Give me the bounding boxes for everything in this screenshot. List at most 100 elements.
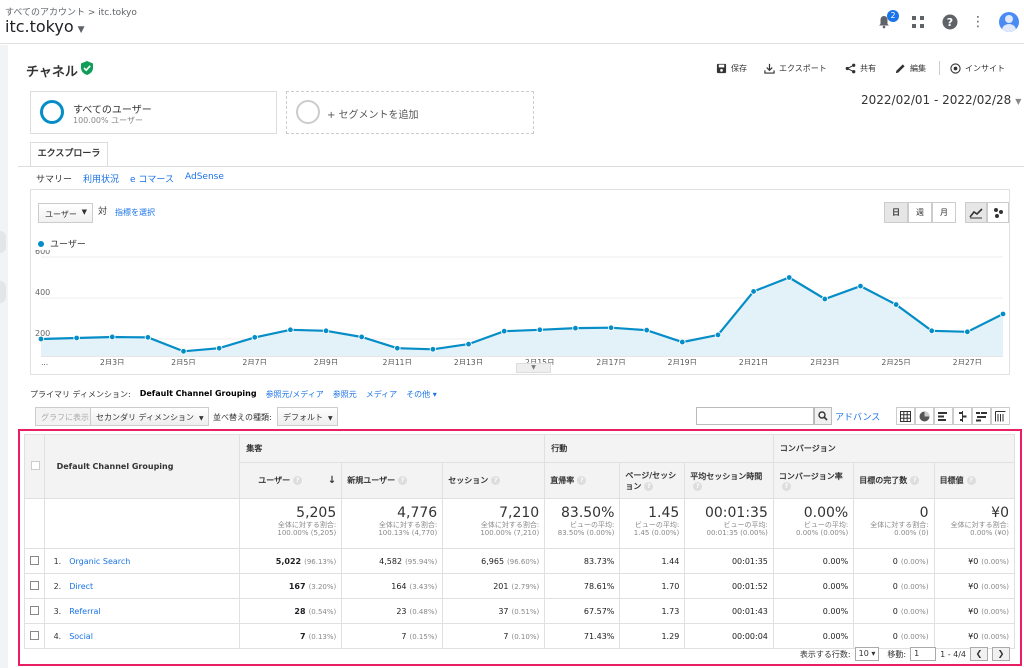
prev-page-button[interactable]: ❮ [970,647,988,661]
data-point[interactable] [144,334,152,341]
rows-per-page-select[interactable]: 10 ▾ [854,647,880,661]
export-button[interactable]: エクスポート [764,63,827,74]
data-point[interactable] [215,345,223,352]
data-point[interactable] [358,333,365,341]
view-performance-button[interactable] [934,407,953,425]
row-checkbox[interactable] [29,555,39,565]
channel-link[interactable]: Direct [69,581,94,591]
edit-button[interactable]: 編集 [895,63,926,74]
dimension-other[interactable]: その他 ▾ [406,390,437,399]
select-all-checkbox[interactable] [31,461,40,470]
dimension-source[interactable]: 参照元 [332,390,357,399]
avatar[interactable] [999,12,1019,32]
granularity-day-button[interactable]: 日 [884,202,908,223]
next-page-button[interactable]: ❯ [992,647,1010,661]
col-sessions-label: セッション [448,476,489,485]
tab-explorer[interactable]: エクスプローラ [30,142,108,166]
data-point[interactable] [429,346,437,353]
data-point[interactable] [786,274,793,281]
col-users-label: ユーザー [258,476,291,485]
data-point[interactable] [73,334,80,342]
row-checkbox[interactable] [29,580,39,590]
breadcrumb[interactable]: すべてのアカウント > itc.tokyo [5,8,137,18]
help-icon[interactable]: ? [940,12,960,32]
data-point[interactable] [892,301,900,308]
data-point[interactable] [821,295,829,303]
channel-link[interactable]: Referral [69,606,101,616]
goto-input[interactable]: 1 [910,647,937,661]
data-point[interactable] [180,348,187,355]
subtab-ecommerce[interactable]: e コマース [130,175,174,185]
plot-rows-button[interactable]: グラフに表示 [35,407,95,426]
apps-grid-icon[interactable] [908,12,928,32]
cell-goal-value: ¥0 (0.00%) [933,548,1016,574]
dimension-header[interactable]: Default Channel Grouping [43,434,241,499]
dimension-medium[interactable]: メディア [365,390,398,399]
row-checkbox[interactable] [29,630,39,640]
subtab-usage[interactable]: 利用状況 [83,175,120,185]
row-checkbox[interactable] [29,605,39,615]
motion-chart-button[interactable] [987,202,1009,223]
granularity-week-button[interactable]: 週 [908,202,932,223]
col-conversion-rate[interactable]: コンバージョン率? [772,462,855,499]
chart-resize-handle[interactable]: ▼ [516,363,551,373]
data-point[interactable] [964,328,971,336]
view-comparison-button[interactable] [953,407,972,425]
col-sessions[interactable]: セッション? [442,462,546,499]
more-vert-icon[interactable]: ⋮ [971,14,985,30]
col-avg-duration[interactable]: 平均セッション時間? [684,462,774,499]
data-point[interactable] [679,338,686,346]
data-point[interactable] [251,334,258,341]
col-new-users[interactable]: 新規ユーザー? [341,462,444,499]
col-goal-value[interactable]: 目標値? [933,462,1016,499]
col-bounce-rate[interactable]: 直帰率? [544,462,621,499]
data-point[interactable] [287,326,294,333]
segment-all-users[interactable]: すべてのユーザー 100.00% ユーザー [30,91,277,134]
data-point[interactable] [465,340,472,348]
advanced-filter-link[interactable]: アドバンス [835,413,881,423]
sort-type-select[interactable]: デフォルト ▼ [277,407,338,426]
dimension-source-medium[interactable]: 参照元/メディア [265,390,324,399]
col-goal-completions[interactable]: 目標の完了数? [853,462,935,499]
data-point[interactable] [750,288,757,295]
col-pages-per-session[interactable]: ページ/セッション? [619,462,686,499]
metric-select[interactable]: ユーザー ▼ [38,203,93,223]
table-search-input[interactable] [696,407,814,425]
view-term-cloud-button[interactable] [972,407,991,425]
channel-link[interactable]: Social [69,631,93,641]
save-icon [716,63,727,74]
data-point[interactable] [999,310,1007,318]
choose-metric-link[interactable]: 指標を選択 [115,208,155,217]
data-point[interactable] [500,328,508,335]
data-point[interactable] [572,324,579,332]
data-point[interactable] [643,326,650,334]
view-table-button[interactable] [896,407,915,425]
date-range-picker[interactable]: 2022/02/01 - 2022/02/28 ▼ [861,93,1021,107]
data-point[interactable] [322,327,330,334]
nav-handle [0,281,6,303]
search-button[interactable] [814,407,832,425]
subtab-adsense[interactable]: AdSense [184,172,224,182]
add-segment-button[interactable]: + セグメントを追加 [286,91,534,134]
channel-link[interactable]: Organic Search [69,556,131,566]
insights-button[interactable]: インサイト [950,63,1005,74]
account-selector[interactable]: itc.tokyo ▼ [5,17,85,36]
col-users[interactable]: ユーザー? ↓ [239,462,343,499]
data-point[interactable] [714,331,722,339]
data-point[interactable] [857,282,864,290]
line-chart-button[interactable] [965,202,987,223]
save-button[interactable]: 保存 [716,63,747,74]
share-button[interactable]: 共有 [845,63,876,74]
subtab-summary[interactable]: サマリー [36,175,73,185]
view-pie-button[interactable] [915,407,934,425]
secondary-dimension-select[interactable]: セカンダリ ディメンション ▼ [90,407,209,426]
granularity-month-button[interactable]: 月 [932,202,956,223]
data-point[interactable] [394,345,401,352]
data-point[interactable] [37,335,45,343]
view-pivot-button[interactable] [991,407,1010,425]
data-point[interactable] [607,324,615,331]
data-point[interactable] [109,333,116,341]
bell-icon[interactable] [874,12,894,32]
data-point[interactable] [928,327,935,334]
data-point[interactable] [536,326,544,333]
